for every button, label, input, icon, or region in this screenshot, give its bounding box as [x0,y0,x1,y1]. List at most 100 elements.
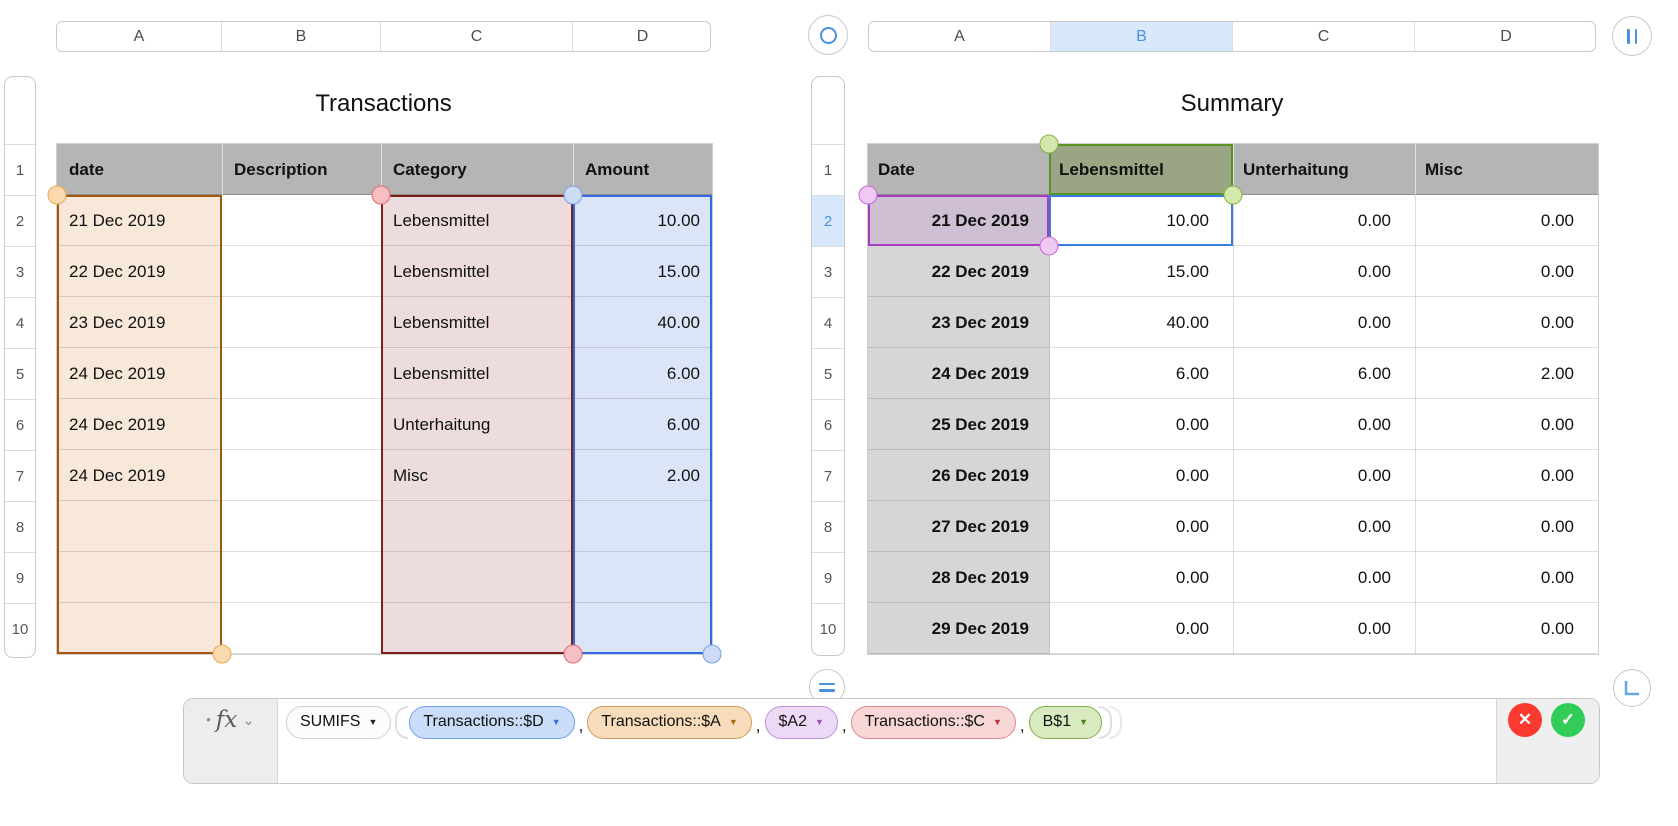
transactions-cell-c6[interactable]: Unterhaitung [393,415,491,434]
right-row-number-4[interactable]: 4 [812,297,844,348]
right-column-letter-d[interactable]: D [1500,27,1512,45]
summary-cell-a4[interactable]: 23 Dec 2019 [931,313,1029,332]
transactions-cell-a5[interactable]: 24 Dec 2019 [69,364,166,383]
summary-cell-a9[interactable]: 28 Dec 2019 [931,568,1029,587]
transactions-cell-c3[interactable]: Lebensmittel [393,262,490,281]
summary-cell-c5[interactable]: 6.00 [1357,364,1391,383]
summary-cell-d3[interactable]: 0.00 [1540,262,1574,281]
summary-cell-c7[interactable]: 0.00 [1357,466,1391,485]
transactions-cell-c4[interactable]: Lebensmittel [393,313,490,332]
summary-header-lebensmittel[interactable]: Lebensmittel [1059,160,1164,179]
left-row-number-3[interactable]: 3 [5,246,35,297]
green-reference-handle-top[interactable] [1039,134,1059,154]
summary-cell-b3[interactable]: 15.00 [1166,262,1209,281]
right-row-number-1[interactable]: 1 [812,144,844,195]
summary-cell-c3[interactable]: 0.00 [1357,262,1391,281]
summary-cell-a2[interactable]: 21 Dec 2019 [931,211,1029,230]
summary-cell-d5[interactable]: 2.00 [1540,364,1574,383]
blue-selection-handle-bottom[interactable] [702,644,722,664]
summary-cell-c6[interactable]: 0.00 [1357,415,1391,434]
summary-cell-b4[interactable]: 40.00 [1166,313,1209,332]
cancel-button[interactable]: ✕ [1508,703,1542,737]
left-row-number-6[interactable]: 6 [5,399,35,450]
left-row-number-5[interactable]: 5 [5,348,35,399]
transactions-cell-a7[interactable]: 24 Dec 2019 [69,466,166,485]
transactions-cell-c2[interactable]: Lebensmittel [393,211,490,230]
summary-cell-d7[interactable]: 0.00 [1540,466,1574,485]
transactions-cell-a6[interactable]: 24 Dec 2019 [69,415,166,434]
right-column-letter-b-selected[interactable]: B [1051,22,1233,51]
summary-cell-a7[interactable]: 26 Dec 2019 [931,466,1029,485]
right-column-letter-a[interactable]: A [869,22,1051,51]
summary-cell-b8[interactable]: 0.00 [1175,517,1209,536]
transactions-cell-d6[interactable]: 6.00 [666,415,700,434]
transactions-cell-a4[interactable]: 23 Dec 2019 [69,313,166,332]
right-row-number-10[interactable]: 10 [812,603,844,654]
summary-cell-d4[interactable]: 0.00 [1540,313,1574,332]
transactions-header-category[interactable]: Category [393,160,467,179]
summary-cell-b5[interactable]: 6.00 [1175,364,1209,383]
summary-cell-a5[interactable]: 24 Dec 2019 [931,364,1029,383]
right-row-number-7[interactable]: 7 [812,450,844,501]
transactions-header-date[interactable]: date [69,160,104,179]
left-column-letter-a[interactable]: A [57,22,222,51]
left-row-number-2[interactable]: 2 [5,195,35,246]
formula-bar[interactable]: • fx ⌄ SUMIFS ▼ Transactions::$D ▼ , Tra… [183,698,1600,784]
right-column-letter-c[interactable]: C [1233,22,1415,51]
chevron-down-icon[interactable]: ⌄ [242,712,255,729]
summary-cell-b2[interactable]: 10.00 [1166,211,1209,230]
transactions-cell-d7[interactable]: 2.00 [666,466,700,485]
summary-header-date[interactable]: Date [878,160,915,179]
red-selection-handle-bottom[interactable] [563,644,583,664]
summary-cell-b10[interactable]: 0.00 [1175,619,1209,638]
formula-function-section[interactable]: • fx ⌄ [184,699,278,783]
right-row-number-9[interactable]: 9 [812,552,844,603]
blue-selection-handle-top[interactable] [563,185,583,205]
summary-header-misc[interactable]: Misc [1425,160,1463,179]
right-row-number-2-selected[interactable]: 2 [812,195,844,246]
summary-cell-c10[interactable]: 0.00 [1357,619,1391,638]
orange-selection-handle-bottom[interactable] [212,644,232,664]
summary-cell-d6[interactable]: 0.00 [1540,415,1574,434]
summary-cell-d8[interactable]: 0.00 [1540,517,1574,536]
left-row-number-4[interactable]: 4 [5,297,35,348]
summary-cell-d9[interactable]: 0.00 [1540,568,1574,587]
left-column-letter-b[interactable]: B [222,22,381,51]
transactions-cell-d2[interactable]: 10.00 [657,211,700,230]
summary-cell-c2[interactable]: 0.00 [1357,211,1391,230]
left-row-number-9[interactable]: 9 [5,552,35,603]
right-row-number-5[interactable]: 5 [812,348,844,399]
summary-cell-a10[interactable]: 29 Dec 2019 [931,619,1029,638]
right-row-number-3[interactable]: 3 [812,246,844,297]
right-row-number-8[interactable]: 8 [812,501,844,552]
transactions-cell-d3[interactable]: 15.00 [657,262,700,281]
summary-header-unterhaitung[interactable]: Unterhaitung [1243,160,1349,179]
transactions-header-description[interactable]: Description [234,160,328,179]
dismiss-formula-editor-button[interactable] [1613,669,1651,707]
left-column-letter-c[interactable]: C [381,22,573,51]
transactions-cell-c5[interactable]: Lebensmittel [393,364,490,383]
summary-cell-a3[interactable]: 22 Dec 2019 [931,262,1029,281]
right-row-number-6[interactable]: 6 [812,399,844,450]
left-row-number-8[interactable]: 8 [5,501,35,552]
table-columns-handle-button[interactable] [1612,16,1652,56]
transactions-cell-a2[interactable]: 21 Dec 2019 [69,211,166,230]
transactions-cell-d4[interactable]: 40.00 [657,313,700,332]
summary-cell-c8[interactable]: 0.00 [1357,517,1391,536]
summary-cell-d2[interactable]: 0.00 [1540,211,1574,230]
token-pill-criteria-range-2[interactable]: Transactions::$C ▼ [850,705,1016,739]
transactions-cell-c7[interactable]: Misc [393,466,428,485]
summary-cell-b7[interactable]: 0.00 [1175,466,1209,485]
summary-cell-b9[interactable]: 0.00 [1175,568,1209,587]
transactions-cell-a3[interactable]: 22 Dec 2019 [69,262,166,281]
function-name-pill[interactable]: SUMIFS ▼ [286,705,392,739]
transactions-header-amount[interactable]: Amount [585,160,650,179]
left-row-number-7[interactable]: 7 [5,450,35,501]
summary-table-title[interactable]: Summary [1180,90,1284,117]
confirm-button[interactable]: ✓ [1551,703,1585,737]
left-row-number-10[interactable]: 10 [5,603,35,654]
summary-cell-a6[interactable]: 25 Dec 2019 [931,415,1029,434]
purple-reference-handle-top[interactable] [858,185,878,205]
select-table-button[interactable] [808,15,848,55]
token-pill-criteria-2[interactable]: B$1 ▼ [1028,705,1103,739]
